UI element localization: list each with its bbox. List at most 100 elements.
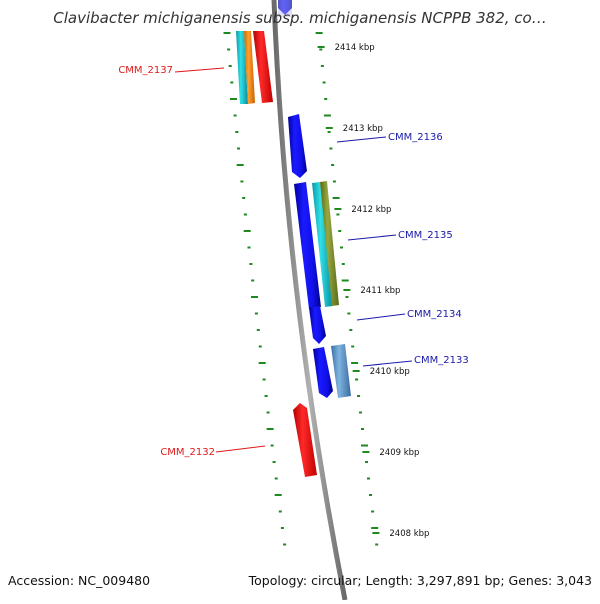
gene-cmm-2133-blue[interactable] [313, 347, 333, 398]
gc-dot [351, 362, 359, 364]
gc-dot [357, 395, 360, 397]
gc-dot [270, 444, 274, 447]
gc-dot [235, 131, 239, 133]
gc-dot [262, 378, 266, 381]
gc-dot [228, 65, 232, 67]
gc-dot [341, 279, 349, 282]
gc-dot [254, 312, 258, 315]
gc-dot [338, 230, 342, 232]
gc-dot [242, 197, 246, 199]
gene-cmm-2137-red[interactable] [253, 31, 273, 103]
leader-cmm-2135 [347, 234, 397, 241]
gene-cmm-2132[interactable] [293, 403, 317, 477]
gc-dot [323, 114, 331, 117]
gene-label-cmm-2132[interactable]: CMM_2132 [160, 447, 215, 458]
gc-dots-left-track [223, 32, 287, 546]
gc-dot [264, 395, 268, 397]
gc-dot [324, 98, 328, 100]
gc-dot [251, 296, 258, 298]
gc-dot [223, 32, 231, 34]
gc-dot [359, 411, 362, 414]
gc-dot [361, 444, 368, 447]
gc-dot [331, 164, 335, 166]
gene-label-cmm-2136[interactable]: CMM_2136 [388, 132, 443, 143]
gene-cmm-2133-steel[interactable] [331, 344, 351, 398]
gene-partial-top[interactable] [278, 0, 292, 15]
gc-dot [240, 180, 244, 183]
gene-partial-top-shadow [278, 0, 292, 17]
kbp-tick-mark [317, 46, 325, 48]
gene-cmm-2135-cyan[interactable] [312, 182, 333, 307]
gene-label-cmm-2137[interactable]: CMM_2137 [118, 65, 173, 76]
gc-dot [349, 329, 353, 331]
gc-dot [249, 263, 253, 265]
leader-cmm-2137 [174, 67, 225, 73]
gene-cmm-2136[interactable] [288, 114, 307, 178]
gc-dot [329, 147, 333, 150]
gc-dot [243, 230, 251, 232]
gene-label-cmm-2135[interactable]: CMM_2135 [398, 230, 453, 241]
gc-dot [371, 510, 375, 513]
gc-dot [237, 147, 240, 150]
gene-group-cmm-2137 [236, 31, 273, 104]
gc-dot [347, 312, 351, 315]
gene-cmm-2134[interactable] [309, 306, 326, 344]
gc-dot [327, 131, 331, 133]
gc-dots-right-track [315, 32, 379, 546]
gc-dot [332, 180, 336, 183]
gene-label-cmm-2134[interactable]: CMM_2134 [407, 309, 462, 320]
leader-cmm-2136 [336, 136, 387, 143]
topology-text: Topology: circular; Length: 3,297,891 bp… [248, 573, 592, 588]
gene-label-cmm-2133[interactable]: CMM_2133 [414, 355, 469, 366]
gc-dot [258, 345, 262, 348]
gc-dot [258, 362, 266, 364]
kbp-tick-label: 2408 kbp [389, 529, 429, 539]
leader-cmm-2134 [356, 313, 406, 321]
gc-dot [367, 477, 370, 480]
gc-dot [251, 279, 255, 282]
gene-group-cmm-2133 [313, 344, 351, 398]
kbp-tick-label: 2413 kbp [343, 124, 383, 134]
gc-dot [227, 48, 231, 51]
gc-dot [341, 263, 345, 265]
gene-cmm-2137-orange[interactable] [244, 31, 255, 104]
gc-dot [230, 81, 234, 84]
gc-dot [319, 48, 323, 51]
gc-dot [230, 98, 237, 100]
kbp-tick-label: 2410 kbp [370, 367, 410, 377]
gc-dot [266, 428, 274, 430]
kbp-tick-group: 2414 kbp 2413 kbp 2412 kbp 2411 kbp 2410 kbp… [317, 43, 429, 539]
kbp-tick-label: 2412 kbp [351, 205, 391, 215]
gc-dot [256, 329, 260, 331]
gc-dot [351, 345, 355, 348]
gc-dot [320, 65, 324, 67]
genome-backbone [271, 0, 348, 601]
gc-dot [280, 527, 284, 529]
gene-cmm-2135-blue[interactable] [294, 182, 321, 309]
kbp-tick-mark [325, 127, 333, 129]
gc-dot [274, 494, 282, 496]
gc-dot [272, 461, 276, 463]
gc-dot [283, 543, 287, 546]
gc-dot [243, 213, 247, 216]
gc-dot [355, 378, 359, 381]
gc-dot [236, 164, 244, 166]
gc-dot [345, 296, 349, 298]
kbp-tick-mark [352, 370, 360, 372]
gc-dot [266, 411, 270, 414]
kbp-tick-label: 2411 kbp [360, 286, 400, 296]
gc-dot [365, 461, 368, 463]
leader-cmm-2133 [362, 360, 413, 367]
gc-dot [361, 428, 364, 430]
gc-dot [278, 510, 282, 513]
gc-dot [332, 197, 340, 199]
gc-dot [371, 527, 379, 529]
leader-cmm-2132 [215, 445, 266, 453]
gc-dot [322, 81, 326, 84]
accession-label: Accession: NC_009480 [8, 573, 151, 588]
gene-cmm-2135-olive[interactable] [320, 181, 339, 306]
kbp-tick-mark [334, 208, 342, 210]
gc-dot [274, 477, 278, 480]
gc-dot [247, 246, 251, 249]
